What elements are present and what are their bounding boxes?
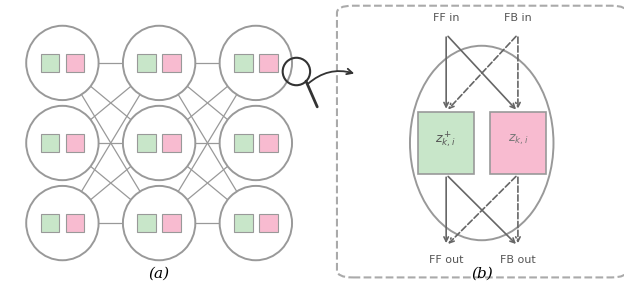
- FancyBboxPatch shape: [337, 6, 624, 277]
- Bar: [66, 214, 84, 232]
- Bar: [234, 214, 253, 232]
- Ellipse shape: [220, 186, 292, 260]
- Bar: [66, 134, 84, 152]
- Ellipse shape: [26, 186, 99, 260]
- Bar: [234, 134, 253, 152]
- Bar: [41, 134, 59, 152]
- Ellipse shape: [26, 26, 99, 100]
- Bar: [162, 134, 181, 152]
- Bar: [66, 54, 84, 72]
- Bar: [234, 54, 253, 72]
- Text: (a): (a): [149, 266, 170, 280]
- Ellipse shape: [123, 106, 195, 180]
- Bar: [259, 134, 278, 152]
- Ellipse shape: [410, 46, 553, 240]
- Bar: [259, 214, 278, 232]
- Bar: [259, 54, 278, 72]
- Bar: [418, 112, 474, 174]
- Text: FB in: FB in: [504, 13, 532, 23]
- Text: FF in: FF in: [433, 13, 459, 23]
- Ellipse shape: [26, 106, 99, 180]
- Bar: [41, 54, 59, 72]
- Bar: [137, 214, 156, 232]
- Text: $z_{k,i}$: $z_{k,i}$: [508, 133, 528, 147]
- Ellipse shape: [123, 186, 195, 260]
- Text: FF out: FF out: [429, 255, 464, 265]
- Text: (b): (b): [471, 266, 492, 280]
- Bar: [41, 214, 59, 232]
- Text: FB out: FB out: [500, 255, 536, 265]
- Text: $z^+_{k,i}$: $z^+_{k,i}$: [435, 130, 455, 150]
- Ellipse shape: [220, 26, 292, 100]
- Bar: [137, 54, 156, 72]
- Bar: [162, 54, 181, 72]
- Ellipse shape: [123, 26, 195, 100]
- Bar: [137, 134, 156, 152]
- Bar: [490, 112, 546, 174]
- Bar: [162, 214, 181, 232]
- Ellipse shape: [220, 106, 292, 180]
